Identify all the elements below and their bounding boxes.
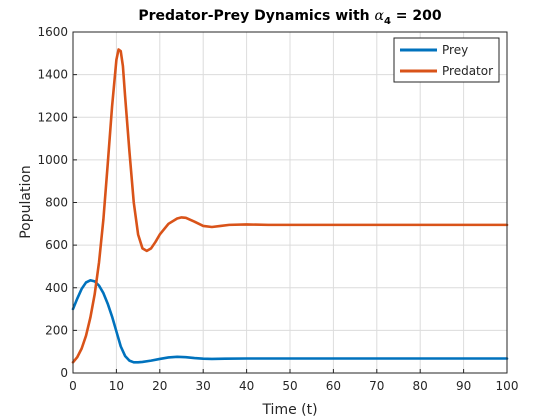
x-tick-label: 80 [413,379,428,393]
legend-box [393,37,500,83]
legend: Prey Predator [393,37,500,83]
x-axis-label: Time (t) [261,402,317,418]
x-tick-label: 100 [496,379,519,393]
y-tick-label: 1000 [37,153,68,167]
series-layer [71,48,509,364]
y-tick-label: 0 [60,366,68,380]
y-tick-label: 1600 [37,25,68,39]
y-tick-label: 1200 [37,110,68,124]
chart-title: Predator-Prey Dynamics with α4 = 200 [138,8,442,27]
y-axis: 0 200 400 600 800 1000 1200 1400 1600 [37,25,77,380]
legend-label-prey: Prey [442,43,468,57]
x-tick-label: 40 [239,379,254,393]
y-tick-label: 800 [45,196,68,210]
x-tick-label: 10 [109,379,124,393]
y-tick-label: 200 [45,323,68,337]
x-tick-label: 90 [456,379,471,393]
x-tick-label: 30 [196,379,211,393]
legend-label-predator: Predator [442,64,493,78]
y-tick-label: 400 [45,281,68,295]
x-tick-label: 60 [326,379,341,393]
x-tick-label: 50 [282,379,297,393]
x-tick-label: 20 [152,379,167,393]
y-axis-label: Population [18,165,34,239]
x-tick-label: 70 [369,379,384,393]
y-tick-label: 1400 [37,68,68,82]
x-axis: 0 10 20 30 40 50 60 70 80 90 100 [69,369,518,393]
y-tick-label: 600 [45,238,68,252]
series-line-predator [71,48,509,364]
x-tick-label: 0 [69,379,77,393]
